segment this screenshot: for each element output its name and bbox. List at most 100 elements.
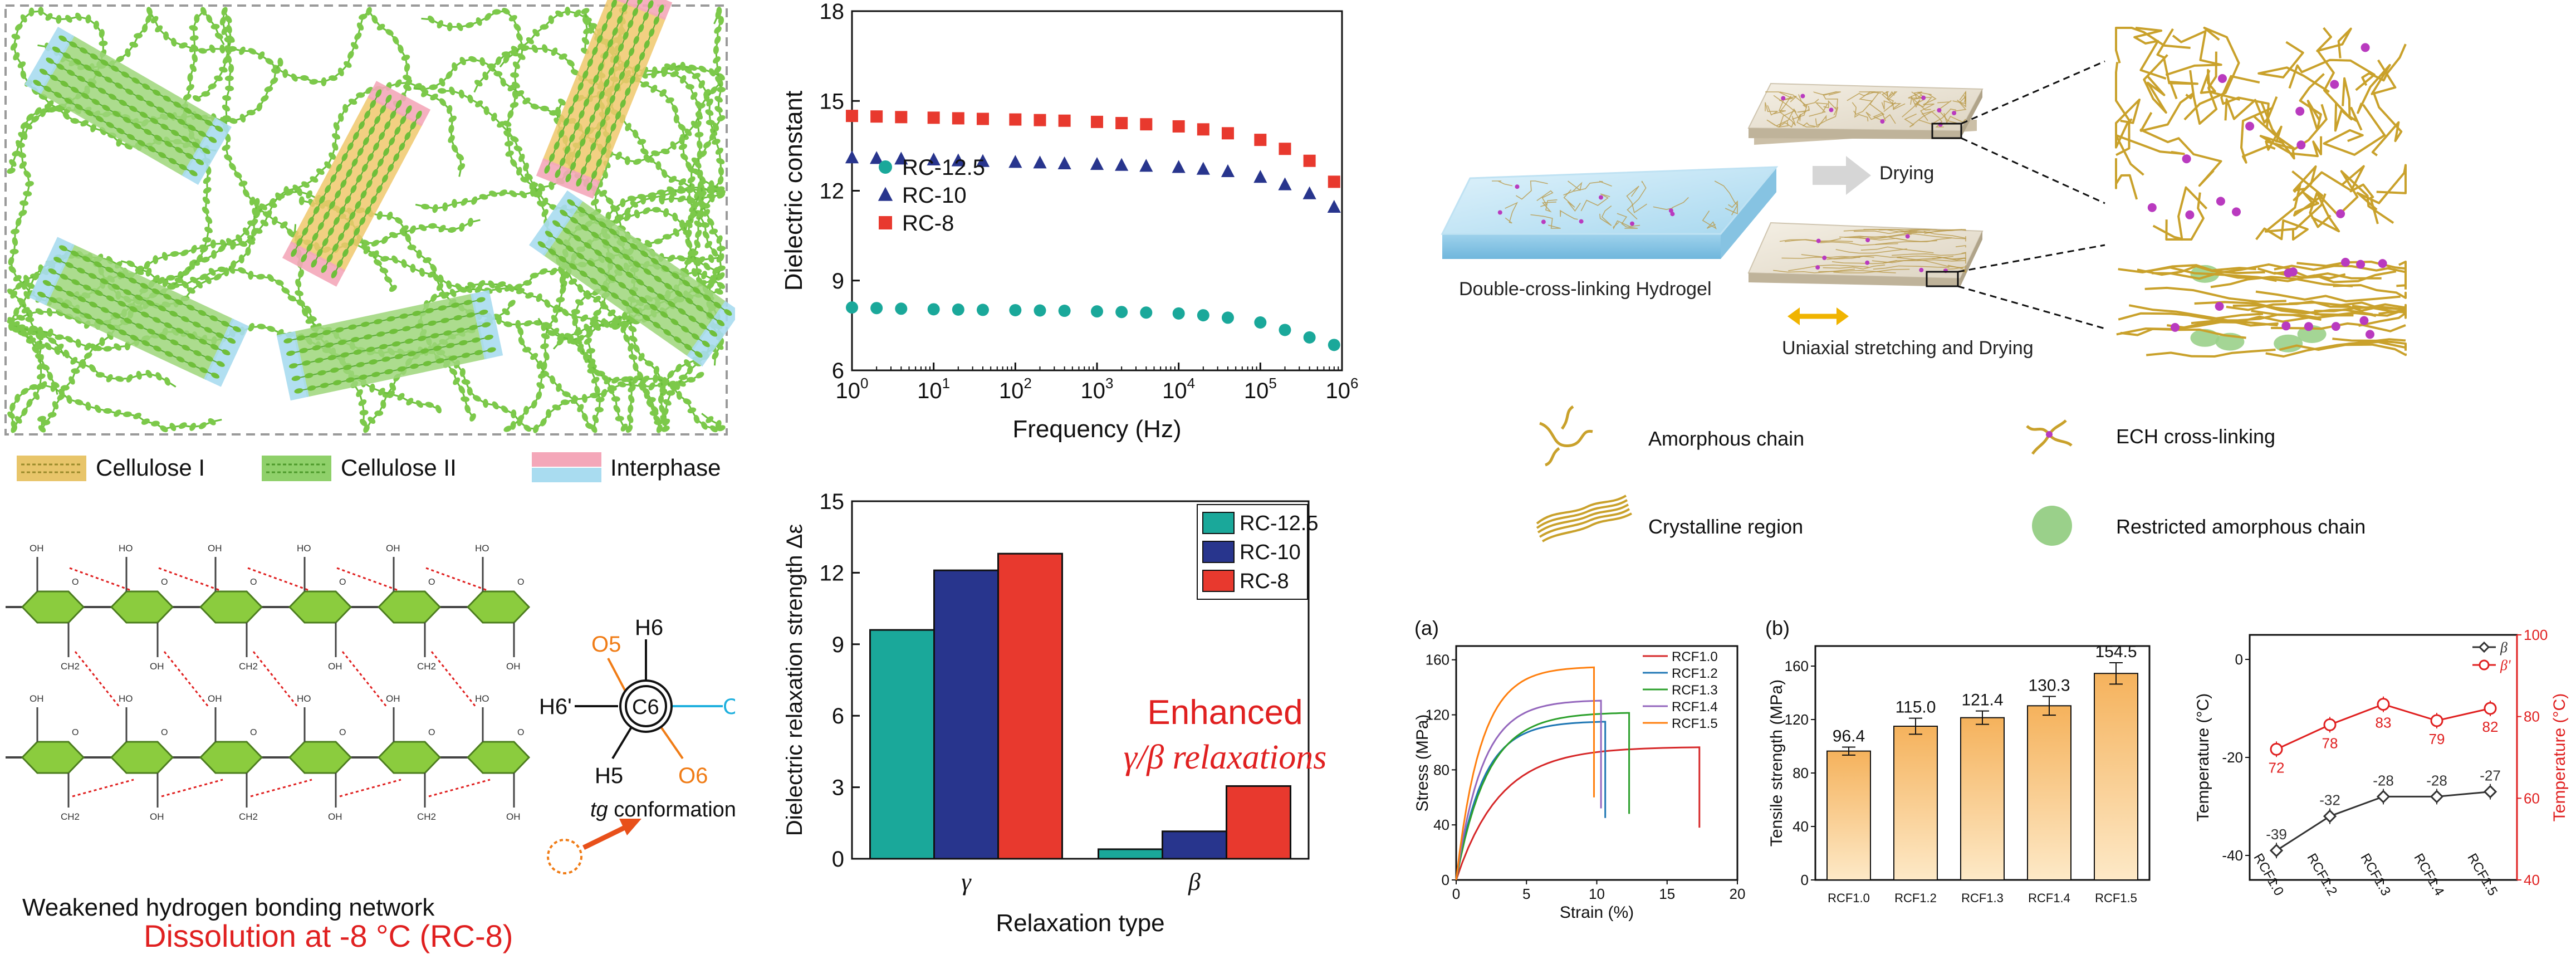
- zoomed-chain: [2251, 310, 2377, 319]
- stretched-film: [1747, 222, 1984, 287]
- x-axis-label: Frequency (Hz): [1012, 415, 1181, 443]
- zoomed-chain: [2210, 276, 2353, 288]
- data-point: [1172, 120, 1185, 133]
- zoomed-chain: [2293, 165, 2351, 201]
- zoomed-chain: [2252, 115, 2296, 151]
- zoomed-chain: [2296, 261, 2407, 272]
- y-tick-label: 15: [820, 490, 845, 514]
- svg-text:OH: OH: [328, 811, 342, 822]
- data-point: [1197, 123, 1209, 136]
- legend-marker: [879, 160, 892, 174]
- crosslink-point: [2295, 106, 2305, 116]
- svg-text:HO: HO: [475, 693, 489, 704]
- newman-projection: O5 H6 H6' C6 C4 H5 O6 tg conformation: [539, 615, 751, 821]
- crosslink-point: [1865, 260, 1870, 265]
- svg-text:O: O: [250, 578, 257, 587]
- y-tick-label: 80: [1433, 761, 1449, 778]
- y-axis-label: Dielectric relaxation strength Δε: [782, 524, 807, 836]
- x-axis-label: Relaxation type: [996, 909, 1164, 937]
- polymer-fiber: [1918, 108, 1957, 125]
- svg-text:OH: OH: [386, 693, 400, 704]
- zoomed-chain: [2115, 134, 2185, 176]
- polymer-fiber: [1958, 268, 1966, 272]
- polymer-fiber: [1912, 91, 1932, 111]
- y-axis-label-left: Temperature (°C): [2194, 693, 2212, 821]
- polymer-fiber: [1702, 211, 1717, 229]
- x-tick-label: 20: [1730, 885, 1746, 902]
- crosslink-point: [1921, 95, 1926, 100]
- zoomed-chain: [2255, 219, 2309, 241]
- polymer-fiber: [1888, 91, 1898, 100]
- newman-front-carbon: [625, 685, 667, 727]
- svg-text:OH: OH: [30, 693, 44, 704]
- legend-marker: [2478, 641, 2490, 653]
- polymer-fiber: [1823, 100, 1837, 110]
- y-tick-label: 40: [1793, 818, 1809, 835]
- legend-cellulose-ii: Cellulose II: [341, 454, 457, 481]
- legend-restricted-chain: Restricted amorphous chain: [2116, 515, 2366, 538]
- cellulose-network-panel: Cellulose I Cellulose II Interphase: [0, 0, 741, 501]
- data-point: [976, 154, 990, 167]
- cellulose-ii-swatch: [262, 456, 331, 481]
- zoomed-chain: [2259, 135, 2323, 158]
- polymer-fiber: [1897, 255, 1966, 260]
- dissolution-title: Dissolution at -8 °C (RC-8): [144, 918, 513, 953]
- zoomed-chain: [2128, 304, 2279, 327]
- crosslink-point: [1670, 212, 1675, 217]
- svg-text:O: O: [161, 728, 168, 737]
- polymer-fiber: [1505, 202, 1519, 224]
- svg-text:HO: HO: [297, 543, 311, 554]
- data-point: [1034, 304, 1046, 317]
- process-schematic-figure: Double-cross-linking Hydrogel Drying Uni…: [1441, 27, 2407, 546]
- legend-label: RC-8: [1240, 570, 1289, 593]
- x-tick-label: 101: [917, 375, 950, 403]
- y-tick-label-right: 60: [2524, 790, 2540, 806]
- svg-text:CH2: CH2: [239, 811, 258, 822]
- y-tick-label: 80: [1793, 765, 1809, 781]
- x-tick-label: 100: [836, 375, 869, 403]
- crystalline-bundle: [282, 81, 431, 287]
- crystalline-region-icon: [1536, 495, 1632, 542]
- bar: [1162, 830, 1227, 860]
- y-tick-label: 12: [820, 561, 845, 585]
- data-point: [2270, 742, 2283, 756]
- polymer-fiber: [1773, 95, 1797, 115]
- polymer-fiber: [1626, 185, 1647, 214]
- svg-text:CH2: CH2: [61, 811, 80, 822]
- glucose-ring: OH CH2 O: [377, 543, 442, 672]
- zoomed-chain: [2165, 192, 2205, 241]
- polymer-fiber: [1765, 102, 1778, 116]
- zoomed-chain: [2265, 338, 2406, 358]
- data-point: [1302, 186, 1316, 199]
- y-tick-label-right: 40: [2524, 872, 2540, 888]
- glucose-ring: HO OH O: [466, 543, 531, 672]
- newman-c6: C6: [632, 696, 659, 719]
- zoomed-chain: [2194, 301, 2354, 317]
- dielectric-constant-chart: 6 9 12 15 18 100 101 102 103 104 105 106 Frequency (…: [757, 0, 1381, 462]
- y-axis-label: Stress (MPa): [1414, 714, 1432, 811]
- polymer-fiber: [1809, 102, 1829, 117]
- svg-text:CH2: CH2: [61, 661, 80, 672]
- legend-swatch: [1202, 512, 1235, 534]
- point-label: 72: [2269, 759, 2285, 776]
- crosslink-point: [1668, 208, 1673, 213]
- polymer-fiber: [1852, 102, 1869, 121]
- crosslink-point: [2336, 209, 2345, 218]
- crosslink-point: [1952, 111, 1957, 115]
- legend-marker: [2479, 659, 2490, 671]
- data-point: [1090, 157, 1104, 170]
- x-tick-label: RCF1.2: [2304, 851, 2340, 898]
- x-tick-label: RCF1.3: [2357, 851, 2393, 898]
- x-tick-label: RCF1.2: [1894, 891, 1937, 905]
- x-tick-label: 106: [1326, 375, 1359, 403]
- svg-text:O: O: [517, 578, 524, 587]
- glucose-ring: HO OH O: [288, 543, 352, 672]
- svg-text:OH: OH: [208, 543, 222, 554]
- drying-label: Drying: [1879, 163, 1934, 184]
- polymer-fiber: [1875, 237, 1952, 245]
- crosslink-point: [2284, 268, 2293, 278]
- bar: [869, 629, 935, 860]
- svg-text:O: O: [339, 728, 346, 737]
- legend-label: RC-12.5: [1240, 512, 1319, 535]
- crosslink-point: [2281, 321, 2291, 331]
